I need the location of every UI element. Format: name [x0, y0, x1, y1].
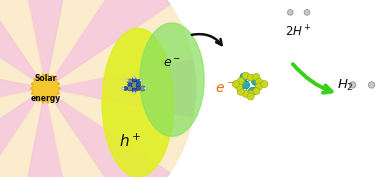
Polygon shape	[45, 88, 193, 172]
Ellipse shape	[136, 79, 141, 84]
Ellipse shape	[261, 81, 268, 88]
Ellipse shape	[127, 79, 132, 84]
Polygon shape	[30, 74, 60, 103]
Ellipse shape	[122, 87, 124, 90]
Ellipse shape	[132, 82, 137, 87]
Polygon shape	[0, 5, 45, 88]
Polygon shape	[17, 0, 74, 88]
Ellipse shape	[140, 86, 145, 91]
Text: $e^-$: $e^-$	[163, 57, 181, 70]
Ellipse shape	[128, 83, 132, 87]
Ellipse shape	[102, 28, 174, 177]
Text: $e^-$: $e^-$	[215, 81, 235, 96]
Text: $h^+$: $h^+$	[119, 133, 142, 150]
Ellipse shape	[240, 73, 248, 81]
Ellipse shape	[247, 93, 254, 100]
Polygon shape	[0, 88, 45, 177]
Ellipse shape	[235, 83, 243, 90]
Ellipse shape	[133, 91, 136, 94]
Ellipse shape	[237, 78, 244, 85]
Polygon shape	[0, 0, 45, 88]
Ellipse shape	[242, 90, 249, 97]
Ellipse shape	[242, 81, 249, 89]
Polygon shape	[0, 88, 45, 172]
Polygon shape	[0, 0, 45, 88]
Polygon shape	[17, 88, 74, 177]
Ellipse shape	[253, 88, 260, 95]
Ellipse shape	[369, 82, 375, 88]
Polygon shape	[45, 60, 195, 117]
Polygon shape	[45, 88, 129, 177]
Ellipse shape	[133, 76, 136, 79]
Ellipse shape	[144, 87, 147, 90]
Ellipse shape	[127, 86, 132, 91]
Ellipse shape	[350, 82, 356, 88]
Ellipse shape	[232, 81, 240, 88]
Polygon shape	[45, 88, 170, 177]
Ellipse shape	[132, 88, 136, 93]
Ellipse shape	[253, 73, 260, 81]
Text: $2H^+$: $2H^+$	[285, 24, 312, 39]
Ellipse shape	[256, 78, 262, 85]
Ellipse shape	[256, 83, 262, 90]
Ellipse shape	[247, 74, 254, 81]
Ellipse shape	[251, 78, 259, 85]
Text: Solar: Solar	[34, 74, 57, 83]
Text: $H_2$: $H_2$	[338, 77, 354, 93]
Polygon shape	[45, 5, 193, 88]
Polygon shape	[45, 0, 170, 88]
Ellipse shape	[33, 76, 57, 101]
Polygon shape	[0, 88, 45, 177]
Ellipse shape	[136, 83, 141, 87]
Ellipse shape	[126, 79, 129, 82]
Ellipse shape	[132, 77, 136, 82]
Ellipse shape	[247, 90, 254, 97]
Ellipse shape	[124, 86, 128, 91]
Ellipse shape	[242, 72, 249, 79]
Polygon shape	[0, 60, 45, 117]
Text: energy: energy	[30, 94, 60, 103]
Ellipse shape	[140, 79, 143, 82]
Ellipse shape	[249, 87, 257, 95]
Ellipse shape	[288, 10, 293, 15]
Ellipse shape	[304, 10, 310, 15]
Ellipse shape	[237, 88, 244, 95]
Ellipse shape	[140, 23, 204, 136]
Polygon shape	[45, 0, 129, 88]
Ellipse shape	[136, 86, 141, 91]
